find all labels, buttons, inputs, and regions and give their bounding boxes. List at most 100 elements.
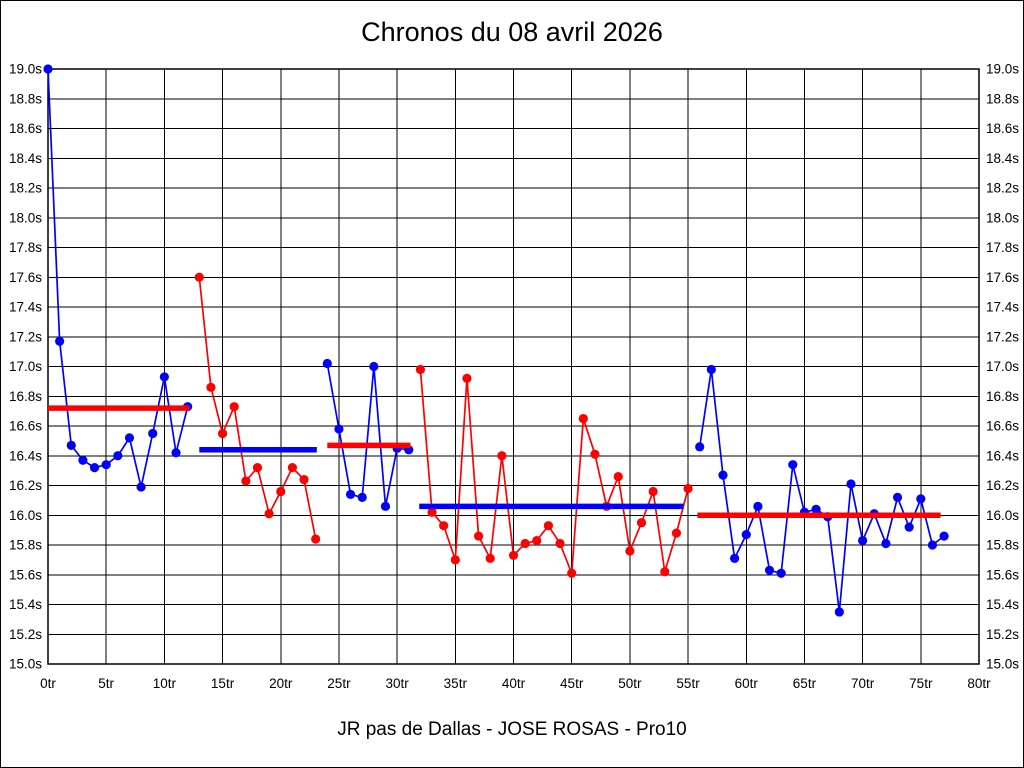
y-axis-tick-label-left: 17.2s (9, 329, 42, 344)
data-point-relais-4-rouge (473, 531, 484, 541)
y-axis-tick-label-right: 16.6s (986, 419, 1019, 434)
data-point-relais-5-bleu (858, 535, 868, 546)
y-axis-tick-label-left: 18.4s (9, 151, 42, 166)
data-point-relais-5-bleu (881, 538, 891, 549)
y-axis-tick-label-right: 16.2s (986, 478, 1019, 493)
data-point-relais-4-rouge (497, 451, 507, 461)
data-point-relais-2-rouge (311, 534, 321, 544)
y-axis-tick-label-left: 17.4s (9, 300, 42, 315)
y-axis-tick-label-right: 15.8s (986, 538, 1019, 553)
data-point-relais-5-bleu (834, 607, 844, 617)
x-axis-tick-label: 15tr (211, 676, 235, 691)
plot-border (47, 68, 980, 665)
data-point-relais-1-bleu (124, 433, 135, 443)
data-point-relais-4-rouge (590, 449, 600, 459)
y-axis-tick-label-left: 19.0s (9, 62, 42, 77)
data-point-relais-5-bleu (892, 492, 903, 502)
y-axis-tick-label-right: 17.8s (986, 240, 1019, 255)
y-axis-tick-label-left: 16.4s (9, 448, 42, 463)
data-point-relais-5-bleu (753, 501, 763, 511)
x-axis-tick-label: 50tr (618, 676, 642, 691)
data-point-relais-4-rouge (415, 364, 425, 375)
data-point-relais-5-bleu (788, 460, 798, 470)
x-axis-tick-label: 75tr (909, 676, 933, 691)
data-point-relais-1-bleu (148, 428, 158, 439)
y-axis-tick-label-right: 17.6s (986, 270, 1019, 285)
y-axis-tick-label-right: 18.2s (986, 181, 1019, 196)
y-axis-tick-label-right: 17.4s (986, 300, 1019, 315)
y-axis-tick-label-right: 16.8s (986, 389, 1019, 404)
y-axis-tick-label-left: 18.0s (9, 210, 42, 225)
data-point-relais-5-bleu (846, 479, 856, 489)
y-axis-tick-label-right: 17.0s (986, 359, 1019, 374)
x-axis-tick-label: 20tr (269, 676, 293, 691)
data-point-relais-4-rouge (660, 567, 670, 577)
chart-title: Chronos du 08 avril 2026 (361, 17, 663, 47)
y-axis-tick-label-right: 18.4s (986, 151, 1019, 166)
data-point-relais-3-bleu (357, 492, 367, 502)
series-line-relais-1-bleu (47, 68, 189, 488)
y-axis-tick-label-right: 15.4s (986, 597, 1019, 612)
data-point-relais-4-rouge (613, 471, 623, 482)
y-axis-tick-label-left: 16.8s (9, 389, 42, 404)
data-point-relais-4-rouge (683, 483, 693, 494)
x-axis-tick-label: 5tr (98, 676, 114, 691)
data-point-relais-4-rouge (462, 373, 472, 383)
y-axis-tick-label-right: 15.2s (986, 627, 1019, 642)
y-axis-tick-label-right: 17.2s (986, 329, 1019, 344)
data-point-relais-4-rouge (450, 555, 460, 565)
series-line-relais-2-rouge (198, 277, 317, 540)
data-point-relais-2-rouge (287, 463, 297, 473)
x-axis-tick-label: 35tr (444, 676, 468, 691)
y-axis-tick-label-right: 18.8s (986, 91, 1019, 106)
series-line-relais-5-bleu (698, 368, 945, 613)
series-line-relais-4-rouge (419, 369, 689, 575)
x-axis-tick-label: 30tr (385, 676, 409, 691)
data-point-relais-3-bleu (369, 361, 379, 372)
x-axis-tick-label: 0tr (40, 676, 56, 691)
y-axis-tick-label-left: 15.4s (9, 597, 42, 612)
data-point-relais-4-rouge (567, 568, 577, 578)
data-point-relais-5-bleu (939, 531, 949, 541)
y-axis-tick-label-left: 17.0s (9, 359, 42, 374)
series-line-relais-3-bleu (326, 363, 409, 508)
y-axis-tick-label-right: 18.0s (986, 210, 1019, 225)
x-axis-tick-label: 65tr (793, 676, 817, 691)
data-point-relais-1-bleu (66, 440, 76, 450)
y-axis-tick-label-left: 17.8s (9, 240, 42, 255)
data-point-relais-1-bleu (113, 451, 123, 461)
data-point-relais-4-rouge (636, 518, 647, 528)
data-point-relais-5-bleu (718, 470, 728, 480)
y-axis-tick-label-right: 16.4s (986, 448, 1019, 463)
data-point-relais-1-bleu (55, 336, 65, 346)
data-point-relais-5-bleu (764, 565, 775, 575)
data-point-relais-5-bleu (695, 442, 705, 452)
data-point-relais-4-rouge (578, 413, 588, 424)
data-point-relais-2-rouge (206, 382, 216, 392)
data-point-relais-1-bleu (101, 460, 111, 470)
x-axis-tick-label: 10tr (153, 676, 177, 691)
data-point-relais-2-rouge (217, 428, 228, 439)
data-point-relais-5-bleu (916, 494, 926, 504)
data-point-relais-3-bleu (345, 489, 356, 500)
x-axis-tick-label: 70tr (851, 676, 875, 691)
data-point-relais-3-bleu (322, 358, 332, 369)
data-point-relais-4-rouge (543, 521, 554, 531)
x-axis-tick-label: 40tr (502, 676, 526, 691)
y-axis-tick-label-left: 17.6s (9, 270, 42, 285)
data-point-relais-4-rouge (555, 538, 565, 549)
y-axis-tick-label-right: 16.0s (986, 508, 1019, 523)
data-point-relais-5-bleu (904, 522, 914, 532)
y-axis-tick-label-right: 15.0s (986, 657, 1019, 672)
data-point-relais-5-bleu (741, 529, 751, 540)
data-point-relais-2-rouge (229, 402, 239, 412)
data-point-relais-1-bleu (43, 64, 53, 74)
y-axis-tick-label-left: 16.0s (9, 508, 42, 523)
x-axis-tick-label: 80tr (967, 676, 991, 691)
data-point-relais-4-rouge (485, 553, 495, 563)
data-point-relais-3-bleu (334, 424, 344, 434)
data-point-relais-4-rouge (648, 486, 658, 497)
data-point-relais-4-rouge (625, 546, 635, 556)
